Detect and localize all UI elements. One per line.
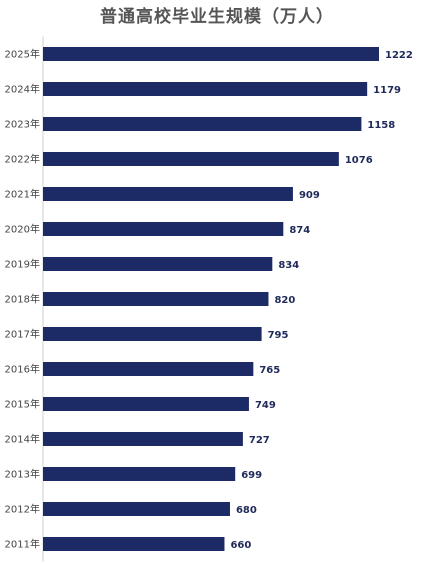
chart-title: 普通高校毕业生规模（万人） xyxy=(100,7,334,27)
data-label: 1179 xyxy=(373,85,401,96)
category-label: 2021年 xyxy=(5,188,40,201)
category-label: 2013年 xyxy=(5,468,40,481)
data-label: 660 xyxy=(230,540,251,551)
category-label: 2025年 xyxy=(5,48,40,61)
bar xyxy=(43,47,379,61)
category-label: 2015年 xyxy=(5,398,40,411)
category-label: 2024年 xyxy=(5,83,40,96)
bar xyxy=(43,537,225,551)
bar xyxy=(43,152,339,166)
bar xyxy=(43,257,273,271)
category-label: 2016年 xyxy=(5,363,40,376)
data-label: 699 xyxy=(241,470,262,481)
data-label: 680 xyxy=(236,505,257,516)
bar xyxy=(43,222,284,236)
bar xyxy=(43,467,236,481)
data-label: 874 xyxy=(289,225,310,236)
category-label: 2014年 xyxy=(5,433,40,446)
data-label: 909 xyxy=(299,190,320,201)
category-label: 2022年 xyxy=(5,153,40,166)
category-label: 2011年 xyxy=(5,538,40,551)
category-label: 2017年 xyxy=(5,328,40,341)
bar xyxy=(43,82,368,96)
bar xyxy=(43,432,243,446)
data-label: 765 xyxy=(259,365,280,376)
data-label: 820 xyxy=(274,295,295,306)
bar xyxy=(43,502,230,516)
data-label: 834 xyxy=(278,260,299,271)
data-label: 795 xyxy=(268,330,289,341)
category-label: 2012年 xyxy=(5,503,40,516)
bar xyxy=(43,292,269,306)
category-label: 2023年 xyxy=(5,118,40,131)
bar xyxy=(43,187,293,201)
category-label: 2020年 xyxy=(5,223,40,236)
data-label: 1076 xyxy=(345,155,373,166)
data-label: 1222 xyxy=(385,50,413,61)
data-label: 749 xyxy=(255,400,276,411)
data-label: 727 xyxy=(249,435,270,446)
data-label: 1158 xyxy=(367,120,395,131)
category-label: 2018年 xyxy=(5,293,40,306)
bar xyxy=(43,397,249,411)
category-label: 2019年 xyxy=(5,258,40,271)
bar xyxy=(43,327,262,341)
bar xyxy=(43,117,362,131)
bar xyxy=(43,362,254,376)
